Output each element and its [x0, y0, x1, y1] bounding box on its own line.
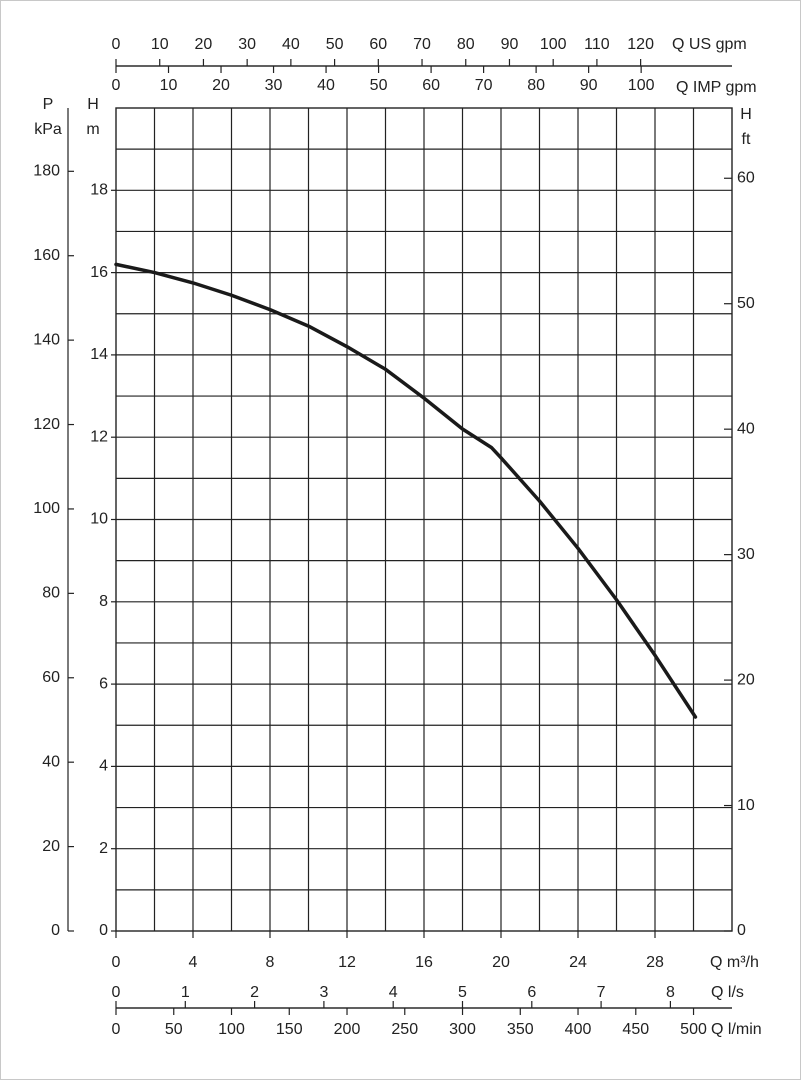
axis-tick-label: 90	[501, 36, 519, 53]
axis-tick-label: 20	[42, 838, 60, 855]
axis-tick-label: 200	[334, 1021, 361, 1038]
axis-tick-label: 70	[475, 77, 493, 94]
axis-tick-label: 8	[666, 984, 675, 1001]
axis-tick-label: 120	[627, 36, 654, 53]
pump-curve	[114, 262, 698, 719]
x-tick-label: 0	[112, 954, 121, 971]
axis-title: Q l/s	[711, 984, 744, 1001]
axis-tick-label: 140	[33, 331, 60, 348]
axis-tick-label: 80	[457, 36, 475, 53]
x-tick-label: 16	[415, 954, 433, 971]
x-tick-label: 24	[569, 954, 587, 971]
axis-tick-label: 100	[218, 1021, 245, 1038]
y-tick-label: 6	[99, 675, 108, 692]
axis-tick-label: 60	[369, 36, 387, 53]
axis-tick-label: 0	[112, 77, 121, 94]
axis-tick-label: 3	[319, 984, 328, 1001]
axis-tick-label: 4	[389, 984, 398, 1001]
y2-tick-label: 20	[737, 671, 755, 688]
y-tick-label: 14	[90, 346, 108, 363]
axis-tick-label: 180	[33, 163, 60, 180]
axis-tick-label: 100	[540, 36, 567, 53]
axis-tick-label: 40	[317, 77, 335, 94]
axis-tick-label: 1	[181, 984, 190, 1001]
y-tick-label: 0	[99, 922, 108, 939]
axis-tick-label: 250	[391, 1021, 418, 1038]
axis-tick-label: 60	[42, 669, 60, 686]
x-tick-label: 12	[338, 954, 356, 971]
axis-tick-label: 350	[507, 1021, 534, 1038]
x-tick-label: 8	[266, 954, 275, 971]
y-tick-label: 4	[99, 758, 108, 775]
axis-tick-label: 450	[622, 1021, 649, 1038]
axis-tick-label: 0	[112, 36, 121, 53]
axis-title: Q IMP gpm	[676, 79, 757, 96]
y-tick-label: 2	[99, 840, 108, 857]
y2-tick-label: 30	[737, 546, 755, 563]
axis-tick-label: 50	[326, 36, 344, 53]
x-tick-label: 4	[189, 954, 198, 971]
axis-tick-label: 100	[628, 77, 655, 94]
axis-tick-label: 5	[458, 984, 467, 1001]
x-tick-label: 28	[646, 954, 664, 971]
axis-tick-label: 80	[527, 77, 545, 94]
axis-tick-label: 0	[112, 1021, 121, 1038]
axis-tick-label: 70	[413, 36, 431, 53]
axis-tick-label: 500	[680, 1021, 707, 1038]
axis-tick-label: 20	[195, 36, 213, 53]
axis-tick-label: 80	[42, 585, 60, 602]
axis-tick-label: 40	[42, 753, 60, 770]
axis-tick-label: 150	[276, 1021, 303, 1038]
axis-tick-label: 100	[33, 500, 60, 517]
axis-tick-label: 40	[282, 36, 300, 53]
axis-tick-label: 90	[580, 77, 598, 94]
axis-tick-label: 50	[165, 1021, 183, 1038]
axis-tick-label: 300	[449, 1021, 476, 1038]
y-tick-label: 8	[99, 593, 108, 610]
axis-title: P	[43, 96, 54, 113]
axis-title: kPa	[34, 121, 62, 138]
axis-title: Q US gpm	[672, 36, 747, 53]
y2-tick-label: 40	[737, 420, 755, 437]
y2-tick-label: 0	[737, 922, 746, 939]
y2-axis-title: H	[740, 106, 752, 123]
y2-axis-title: ft	[742, 131, 751, 148]
axis-tick-label: 6	[527, 984, 536, 1001]
axis-tick-label: 2	[250, 984, 259, 1001]
x-tick-label: 20	[492, 954, 510, 971]
y-tick-label: 10	[90, 511, 108, 528]
axis-tick-label: 30	[265, 77, 283, 94]
y2-tick-label: 50	[737, 295, 755, 312]
axis-tick-label: 0	[51, 922, 60, 939]
y-axis-title: H	[87, 96, 99, 113]
axis-title: Q l/min	[711, 1021, 762, 1038]
y2-tick-label: 60	[737, 169, 755, 186]
axis-tick-label: 0	[112, 984, 121, 1001]
axis-tick-label: 110	[584, 36, 610, 53]
axis-tick-label: 160	[33, 247, 60, 264]
y-tick-label: 18	[90, 182, 108, 199]
axis-tick-label: 10	[160, 77, 178, 94]
x-axis-title: Q m³/h	[710, 954, 759, 971]
y2-tick-label: 10	[737, 797, 755, 814]
axis-tick-label: 50	[370, 77, 388, 94]
y-tick-label: 16	[90, 264, 108, 281]
axis-tick-label: 10	[151, 36, 169, 53]
axis-tick-label: 30	[238, 36, 256, 53]
axis-tick-label: 120	[33, 416, 60, 433]
axis-tick-label: 400	[565, 1021, 592, 1038]
axis-tick-label: 7	[597, 984, 606, 1001]
y-tick-label: 12	[90, 428, 108, 445]
y-axis-title: m	[86, 121, 99, 138]
axis-tick-label: 60	[422, 77, 440, 94]
axis-tick-label: 20	[212, 77, 230, 94]
